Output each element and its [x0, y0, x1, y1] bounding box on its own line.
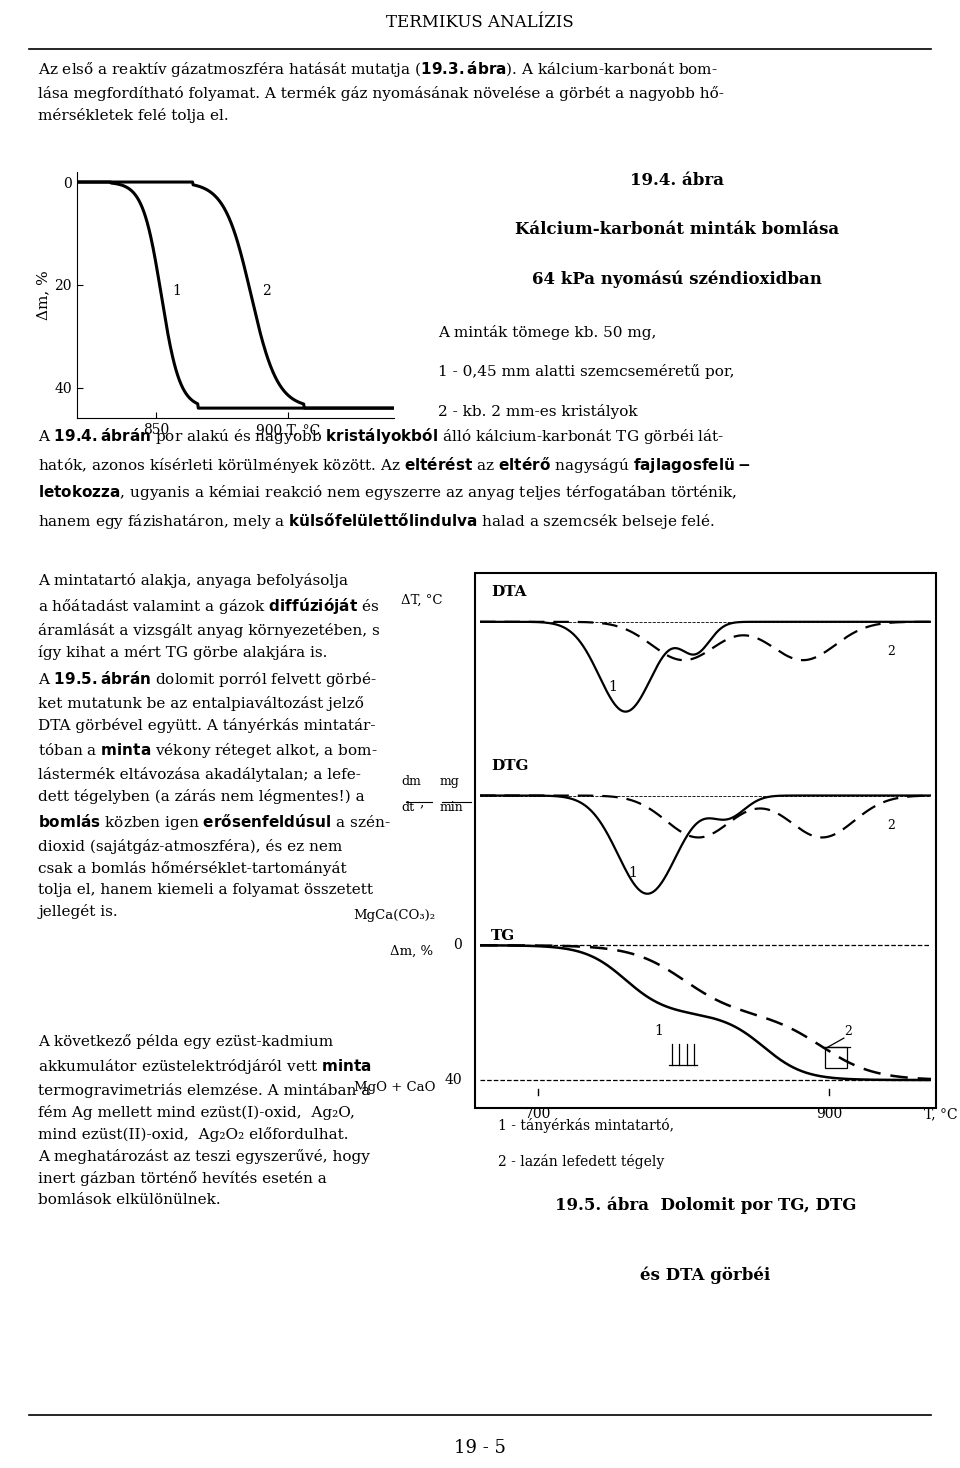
- Text: 1: 1: [655, 1025, 663, 1038]
- Text: Az első a reaktív gázatmoszféra hatását mutatja ($\mathbf{19.3. ábra}$). A kálci: Az első a reaktív gázatmoszféra hatását …: [38, 59, 724, 123]
- Text: A minták tömege kb. 50 mg,: A minták tömege kb. 50 mg,: [438, 324, 656, 339]
- Text: dm: dm: [401, 775, 420, 788]
- Text: 40: 40: [444, 1073, 462, 1086]
- Text: 700: 700: [525, 1107, 551, 1122]
- Bar: [825, 1047, 847, 1069]
- Text: 19.5. ábra  Dolomit por TG, DTG: 19.5. ábra Dolomit por TG, DTG: [555, 1196, 856, 1214]
- Text: 1 - 0,45 mm alatti szemcseméretű por,: 1 - 0,45 mm alatti szemcseméretű por,: [438, 364, 734, 379]
- Y-axis label: Δm, %: Δm, %: [36, 270, 50, 320]
- Text: 1: 1: [608, 680, 617, 694]
- Text: 64 kPa nyomású széndioxidban: 64 kPa nyomású széndioxidban: [532, 270, 822, 288]
- Text: T, °C: T, °C: [924, 1107, 957, 1122]
- Text: ΔT, °C: ΔT, °C: [401, 593, 443, 606]
- Text: DTA: DTA: [492, 586, 527, 599]
- Text: 2: 2: [844, 1025, 852, 1038]
- Text: TG: TG: [492, 929, 516, 942]
- Text: min: min: [440, 802, 463, 815]
- Text: 2: 2: [888, 819, 896, 832]
- Text: ,: ,: [420, 796, 423, 809]
- Text: dt: dt: [401, 802, 414, 815]
- Text: Kálcium-karbonát minták bomlása: Kálcium-karbonát minták bomlása: [515, 222, 839, 238]
- Text: 0: 0: [453, 938, 462, 953]
- Text: 1 - tányérkás mintatartó,: 1 - tányérkás mintatartó,: [498, 1119, 674, 1133]
- Text: A mintatartó alakja, anyaga befolyásolja
a hőátadást valamint a gázok $\mathbf{d: A mintatartó alakja, anyaga befolyásolja…: [38, 573, 391, 919]
- Text: A következő példa egy ezüst-kadmium
akkumulátor ezüstelektródjáról vett $\mathbf: A következő példa egy ezüst-kadmium akku…: [38, 1035, 372, 1207]
- Text: 19.4. ábra: 19.4. ábra: [630, 172, 724, 189]
- Text: 1: 1: [629, 866, 637, 879]
- Text: 2: 2: [262, 285, 272, 298]
- Text: 1: 1: [173, 285, 181, 298]
- Text: mg: mg: [440, 775, 459, 788]
- Text: 2 - kb. 2 mm-es kristályok: 2 - kb. 2 mm-es kristályok: [438, 404, 637, 418]
- Text: TERMIKUS ANALÍZIS: TERMIKUS ANALÍZIS: [386, 15, 574, 31]
- Text: MgO + CaO: MgO + CaO: [353, 1080, 435, 1094]
- Text: 900: 900: [816, 1107, 843, 1122]
- Text: 2: 2: [888, 646, 896, 658]
- Text: és DTA görbéi: és DTA görbéi: [640, 1265, 771, 1283]
- Text: A $\mathbf{19.4. ábrán}$ por alakú és nagyobb $\mathbf{kristályokból}$ álló kálc: A $\mathbf{19.4. ábrán}$ por alakú és na…: [38, 426, 751, 531]
- Text: 19 - 5: 19 - 5: [454, 1439, 506, 1458]
- Text: MgCa(CO₃)₂: MgCa(CO₃)₂: [353, 909, 436, 922]
- Text: Δm, %: Δm, %: [390, 945, 433, 957]
- Text: DTG: DTG: [492, 759, 529, 772]
- Text: 2 - lazán lefedett tégely: 2 - lazán lefedett tégely: [498, 1154, 664, 1169]
